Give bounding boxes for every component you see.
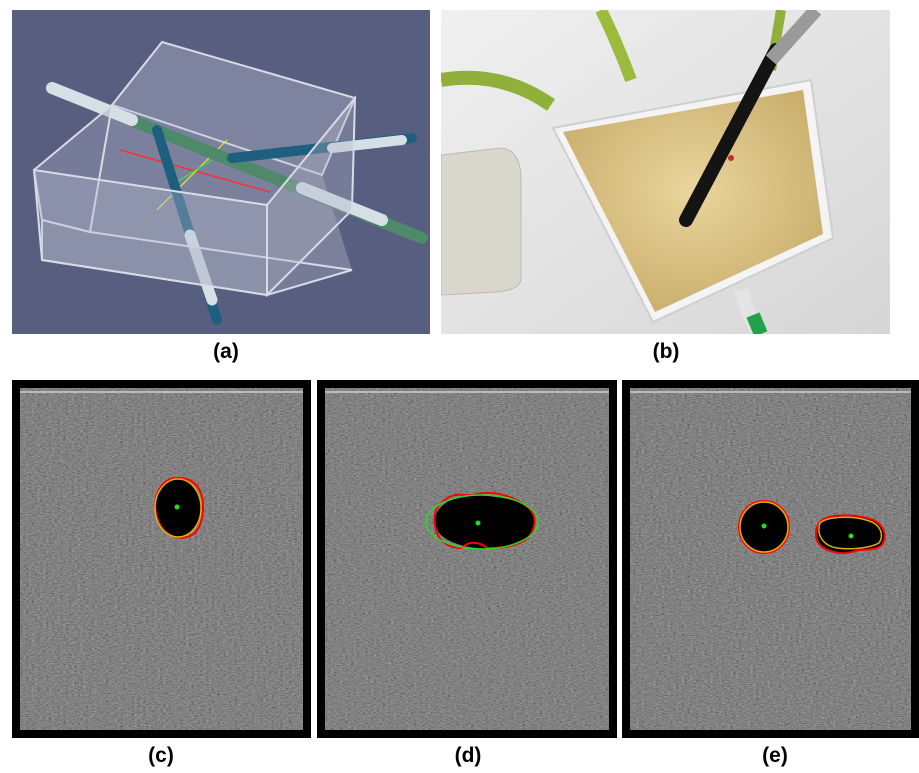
- caption-d: (d): [454, 744, 482, 767]
- panel-c-ultrasound: [12, 380, 311, 738]
- panel-e-ultrasound: [622, 380, 919, 738]
- caption-e: (e): [762, 744, 788, 767]
- panel-b-phantom-photo: [441, 10, 890, 334]
- panel-a-3d-render: [12, 10, 430, 334]
- caption-c: (c): [148, 744, 174, 767]
- caption-b: (b): [652, 340, 680, 363]
- caption-a: (a): [213, 340, 239, 363]
- panel-d-ultrasound: [317, 380, 617, 738]
